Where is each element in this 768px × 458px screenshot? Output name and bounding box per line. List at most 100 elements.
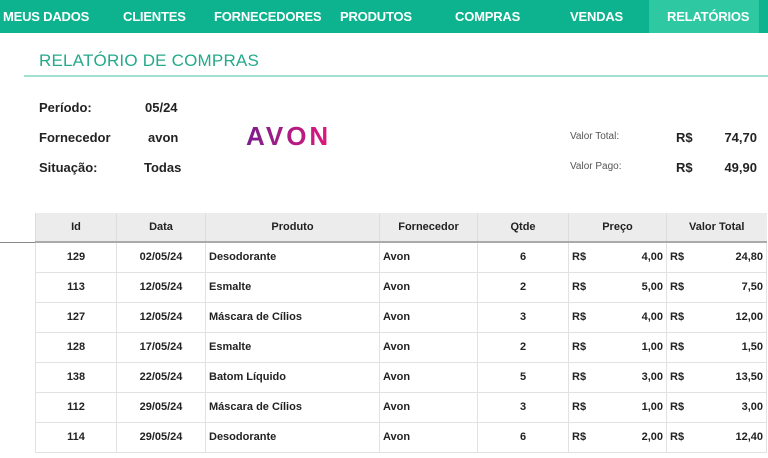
column-header[interactable]: Produto [205,213,380,243]
qtde-cell: 6 [477,421,569,453]
produto-cell: Máscara de Cílios [205,391,380,423]
amount: 13,50 [735,371,763,383]
valor-total-cell: R$ 12,00 [666,301,767,333]
nav-fornecedores[interactable]: FORNECEDORES [214,9,322,24]
valor-total-cell: R$ 1,50 [666,331,767,363]
id-cell: 127 [35,301,117,333]
amount: 3,00 [741,401,763,413]
table-row[interactable]: 113 12/05/24 Esmalte Avon 2 R$ 5,00 R$ 7,50 [35,271,767,303]
amount: 7,50 [741,281,763,293]
currency-symbol: R$ [670,281,685,293]
column-header[interactable]: Qtde [477,213,569,243]
column-header[interactable]: Preço [568,213,667,243]
amount: 3,00 [641,371,663,383]
currency-symbol: R$ [572,281,587,293]
qtde-cell: 6 [477,241,569,273]
id-cell: 138 [35,361,117,393]
avon-logo: AVON [246,121,332,151]
currency-symbol: R$ [670,251,685,264]
data-cell: 02/05/24 [116,241,206,273]
preco-cell: R$ 2,00 [568,421,667,453]
currency-symbol: R$ [670,371,685,383]
top-nav: MEUS DADOS CLIENTES FORNECEDORES PRODUTO… [0,0,768,33]
nav-compras[interactable]: COMPRAS [455,9,521,24]
amount: 12,40 [735,431,763,443]
produto-cell: Batom Líquido [205,361,380,393]
data-cell: 12/05/24 [116,271,206,303]
valor-total-label: Valor Total: [570,131,620,142]
id-cell: 114 [35,421,117,453]
amount: 24,80 [735,251,763,264]
data-cell: 22/05/24 [116,361,206,393]
currency-symbol: R$ [572,251,587,264]
column-header[interactable]: Data [116,213,206,243]
qtde-cell: 2 [477,331,569,363]
currency-symbol: R$ [670,401,685,413]
qtde-cell: 3 [477,391,569,423]
fornecedor-value[interactable]: avon [148,130,179,145]
currency-symbol: R$ [670,431,685,443]
currency-symbol: R$ [670,341,685,353]
compras-table: Id Data Produto Fornecedor Qtde Preço Valor To… [35,213,767,453]
amount: 12,00 [735,311,763,323]
fornecedor-cell: Avon [379,271,478,303]
table-row[interactable]: 129 02/05/24 Desodorante Avon 6 R$ 4,00 R$ 24,80 [35,241,767,273]
currency-symbol: R$ [572,431,587,443]
table-row[interactable]: 112 29/05/24 Máscara de Cílios Avon 3 R$ 1,00 R… [35,391,767,423]
preco-cell: R$ 4,00 [568,301,667,333]
valor-total-cell: R$ 24,80 [666,241,767,273]
currency-symbol: R$ [670,311,685,323]
table-row[interactable]: 127 12/05/24 Máscara de Cílios Avon 3 R$ 4,00 R… [35,301,767,333]
amount: 4,00 [641,311,663,323]
fornecedor-cell: Avon [379,391,478,423]
preco-cell: R$ 1,00 [568,391,667,423]
id-cell: 112 [35,391,117,423]
situacao-value[interactable]: Todas [144,160,182,175]
valor-pago-currency: R$ [676,160,693,175]
produto-cell: Máscara de Cílios [205,301,380,333]
nav-vendas[interactable]: VENDAS [570,9,623,24]
data-cell: 17/05/24 [116,331,206,363]
id-cell: 113 [35,271,117,303]
currency-symbol: R$ [572,311,587,323]
produto-cell: Desodorante [205,421,380,453]
id-cell: 129 [35,241,117,273]
nav-relatorios[interactable]: RELATÓRIOS [649,0,759,33]
valor-total-cell: R$ 3,00 [666,391,767,423]
nav-clientes[interactable]: CLIENTES [123,9,186,24]
qtde-cell: 5 [477,361,569,393]
page-title: RELATÓRIO DE COMPRAS [39,51,259,70]
preco-cell: R$ 1,00 [568,331,667,363]
fornecedor-cell: Avon [379,241,478,273]
qtde-cell: 3 [477,301,569,333]
fornecedor-cell: Avon [379,301,478,333]
nav-produtos[interactable]: PRODUTOS [340,9,412,24]
fornecedor-cell: Avon [379,421,478,453]
table-row[interactable]: 114 29/05/24 Desodorante Avon 6 R$ 2,00 R$ 12,40 [35,421,767,453]
produto-cell: Esmalte [205,271,380,303]
table-row[interactable]: 138 22/05/24 Batom Líquido Avon 5 R$ 3,00 R$ 13,… [35,361,767,393]
data-cell: 29/05/24 [116,421,206,453]
periodo-value[interactable]: 05/24 [145,100,178,115]
divider [0,242,36,243]
valor-total-cell: R$ 12,40 [666,421,767,453]
column-header[interactable]: Valor Total [666,213,767,243]
currency-symbol: R$ [572,401,587,413]
currency-symbol: R$ [572,341,587,353]
amount: 5,00 [641,281,663,293]
qtde-cell: 2 [477,271,569,303]
nav-meus-dados[interactable]: MEUS DADOS [3,9,90,24]
periodo-label: Período: [39,100,92,115]
column-header[interactable]: Fornecedor [379,213,478,243]
valor-total-cell: R$ 13,50 [666,361,767,393]
valor-total-value: 74,70 [724,130,757,145]
valor-total-cell: R$ 7,50 [666,271,767,303]
amount: 4,00 [641,251,663,264]
amount: 1,00 [641,341,663,353]
valor-pago-label: Valor Pago: [570,161,622,172]
data-cell: 29/05/24 [116,391,206,423]
preco-cell: R$ 5,00 [568,271,667,303]
column-header[interactable]: Id [35,213,117,243]
table-row[interactable]: 128 17/05/24 Esmalte Avon 2 R$ 1,00 R$ 1,50 [35,331,767,363]
currency-symbol: R$ [572,371,587,383]
